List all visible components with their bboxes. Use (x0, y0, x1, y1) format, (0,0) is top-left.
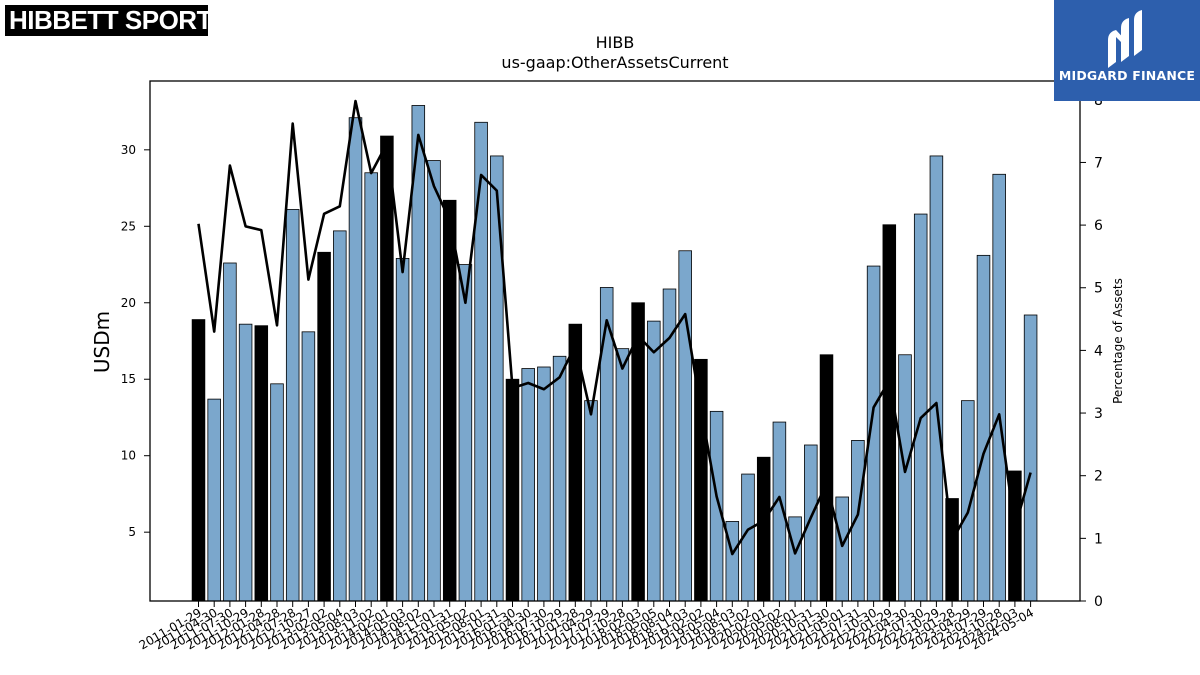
bar (223, 262, 237, 602)
right-tick-label: 7 (1094, 155, 1103, 171)
bar (913, 213, 928, 602)
bar (521, 368, 535, 602)
right-tick-label: 5 (1094, 281, 1103, 297)
right-y-axis-ticks: 012345678 (1080, 93, 1103, 610)
bar (835, 496, 849, 602)
bar (427, 160, 441, 602)
bar (458, 264, 473, 602)
bar (615, 348, 630, 602)
bar (395, 258, 410, 602)
bar (238, 323, 253, 602)
bar (474, 121, 488, 602)
bar (976, 254, 991, 602)
chart-title: HIBB (596, 33, 635, 52)
left-tick-label: 10 (121, 449, 136, 463)
bar (537, 366, 551, 602)
right-tick-label: 2 (1094, 469, 1103, 485)
right-tick-label: 1 (1094, 531, 1103, 547)
bar (442, 199, 457, 602)
bar-series (191, 105, 1038, 602)
bar (317, 251, 331, 602)
midgard-finance-label: MIDGARD FINANCE (1058, 68, 1196, 83)
bar (490, 155, 504, 602)
left-tick-label: 20 (121, 296, 136, 310)
bar (505, 378, 520, 602)
left-tick-label: 30 (121, 143, 136, 157)
bar (929, 155, 944, 602)
midgard-finance-logo: MIDGARD FINANCE (1054, 0, 1200, 101)
bar (270, 383, 284, 602)
bar (348, 117, 363, 602)
bar (819, 354, 834, 602)
bar (992, 173, 1006, 602)
left-tick-label: 5 (128, 525, 136, 539)
y-axis-label-left: USDm (90, 311, 114, 373)
bar (254, 325, 269, 602)
percentage-line-series (197, 99, 1032, 556)
right-tick-label: 3 (1094, 406, 1103, 422)
bar (678, 250, 692, 602)
right-tick-label: 4 (1094, 343, 1103, 359)
y-axis-label-right: Percentage of Assets (1111, 278, 1125, 404)
midgard-m-mark-icon (1108, 10, 1142, 68)
left-y-axis-ticks: 5 10 15 20 25 30 (121, 143, 150, 539)
bar (898, 354, 912, 602)
bar (285, 209, 300, 602)
bar (804, 444, 818, 602)
bar (756, 456, 771, 602)
bar (647, 320, 661, 602)
hibbett-sports-logo-text: HIBBETT SPORTS (9, 5, 208, 35)
bar (380, 135, 394, 602)
left-tick-label: 25 (121, 219, 136, 233)
bar (584, 400, 598, 602)
bar (552, 355, 567, 602)
bar (709, 410, 724, 602)
axes (149, 80, 1081, 602)
bar (1023, 314, 1038, 602)
percentage-line (197, 99, 1032, 556)
bar (364, 172, 378, 602)
x-axis-ticks: 2011-01-292011-04-302011-07-302011-10-29… (137, 601, 1036, 652)
bar (191, 319, 206, 602)
bar (945, 498, 959, 602)
chart-subtitle: us-gaap:OtherAssetsCurrent (501, 53, 728, 72)
bar (301, 331, 316, 602)
left-tick-label: 15 (121, 372, 136, 386)
right-tick-label: 0 (1094, 594, 1103, 610)
bar (694, 358, 708, 602)
bar (207, 398, 221, 602)
right-tick-label: 6 (1094, 218, 1103, 234)
bar (788, 516, 802, 602)
hibbett-sports-logo: HIBBETT SPORTS® (5, 5, 208, 36)
plot-frame (149, 80, 1081, 602)
bar (333, 230, 347, 602)
